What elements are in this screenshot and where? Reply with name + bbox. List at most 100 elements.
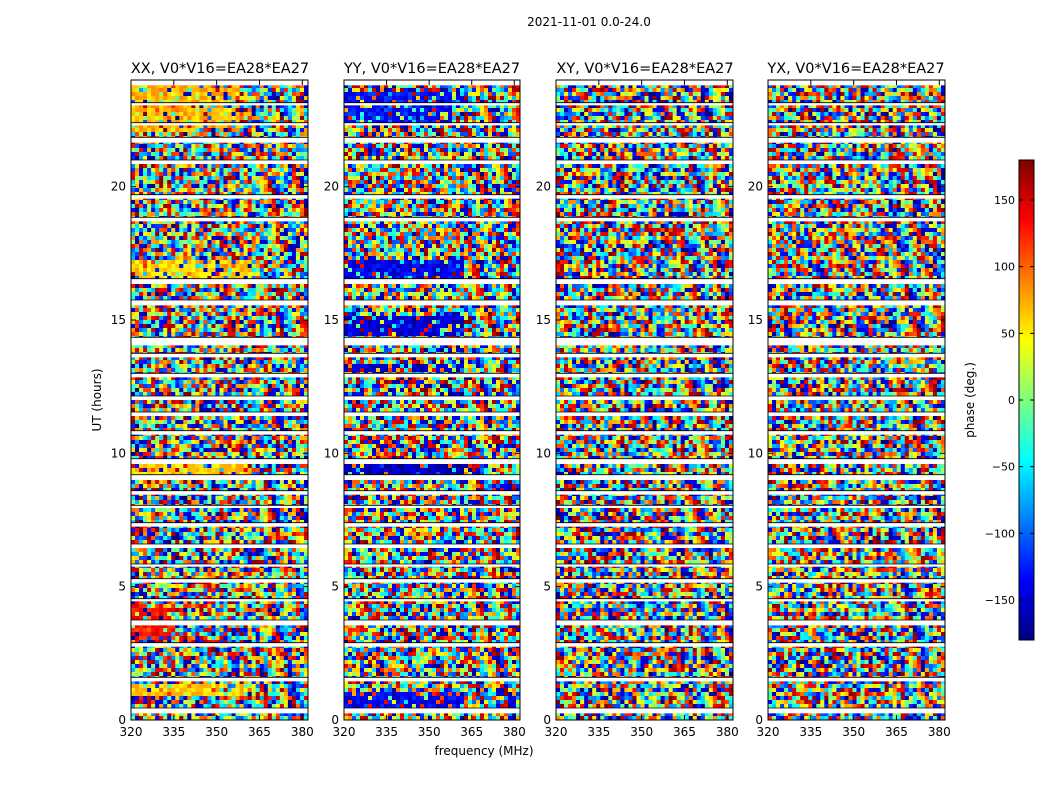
heat-cell [219, 468, 224, 473]
heat-cell [143, 224, 148, 229]
heat-cell [295, 88, 301, 93]
heat-cell [191, 380, 196, 385]
heat-cell [195, 376, 200, 381]
heat-cell [227, 400, 232, 405]
heat-cell [139, 304, 144, 309]
heat-cell [159, 508, 164, 513]
heat-cell [167, 132, 172, 137]
heat-cell [223, 164, 228, 169]
heat-cell [195, 100, 200, 105]
heat-cell [231, 368, 236, 373]
heat-cell [139, 448, 144, 453]
heat-cell [247, 256, 253, 261]
heat-cell [283, 112, 289, 117]
heat-cell [203, 424, 208, 429]
heat-cell [223, 444, 228, 449]
heat-cell [275, 172, 281, 177]
heat-cell [227, 148, 232, 153]
heat-cell [291, 440, 297, 445]
heat-cell [203, 500, 208, 505]
heat-cell [263, 236, 269, 241]
heat-cell [283, 528, 289, 533]
heat-cell [235, 452, 240, 457]
heat-cell [199, 168, 204, 173]
heat-cell [219, 356, 224, 361]
heat-cell [155, 192, 160, 197]
heat-cell [183, 260, 188, 265]
heat-cell [191, 328, 196, 333]
heat-cell [131, 272, 136, 277]
heat-cell [219, 376, 224, 381]
heat-cell [211, 404, 216, 409]
heat-cell [207, 88, 212, 93]
heat-cell [207, 244, 212, 249]
heat-cell [199, 228, 204, 233]
heat-cell [287, 416, 293, 421]
heat-cell [155, 128, 160, 133]
heat-cell [251, 392, 257, 397]
heat-cell [283, 472, 289, 477]
heat-cell [247, 240, 253, 245]
heat-cell [191, 252, 196, 257]
heat-cell [199, 272, 204, 277]
heat-cell [167, 204, 172, 209]
heat-cell [163, 348, 168, 353]
heat-cell [275, 92, 281, 97]
heat-cell [171, 304, 176, 309]
heat-cell [239, 380, 244, 385]
heat-cell [271, 132, 277, 137]
heat-cell [247, 144, 253, 149]
heat-cell [219, 508, 224, 513]
heat-cell [211, 184, 216, 189]
heat-cell [219, 292, 224, 297]
heat-cell [147, 512, 152, 517]
heat-cell [231, 500, 236, 505]
heat-cell [135, 108, 140, 113]
heat-cell [227, 512, 232, 517]
heat-cell [255, 512, 261, 517]
heat-cell [207, 376, 212, 381]
heat-cell [259, 164, 265, 169]
heat-cell [187, 500, 192, 505]
heat-cell [291, 452, 297, 457]
heat-cell [235, 104, 240, 109]
heat-cell [207, 296, 212, 301]
heat-cell [183, 104, 188, 109]
heat-cell [203, 528, 208, 533]
heat-cell [263, 132, 269, 137]
heat-cell [187, 264, 192, 269]
heat-cell [255, 212, 261, 217]
heat-cell [283, 376, 289, 381]
heat-cell [255, 376, 261, 381]
heat-cell [151, 124, 156, 129]
heat-cell [155, 108, 160, 113]
heat-cell [239, 188, 244, 193]
heat-cell [147, 152, 152, 157]
heat-cell [283, 348, 289, 353]
heat-cell [247, 180, 253, 185]
heat-cell [223, 148, 228, 153]
heat-cell [211, 332, 216, 337]
heat-cell [207, 232, 212, 237]
heat-cell [167, 112, 172, 117]
heat-cell [211, 424, 216, 429]
heat-cell [211, 112, 216, 117]
heat-cell [151, 112, 156, 117]
heat-cell [247, 516, 253, 521]
heat-cell [291, 360, 297, 365]
heat-cell [199, 92, 204, 97]
heat-cell [303, 468, 309, 473]
heat-cell [163, 532, 168, 537]
heat-cell [299, 152, 305, 157]
heat-cell [131, 284, 136, 289]
heat-cell [223, 180, 228, 185]
heat-cell [259, 292, 265, 297]
heat-cell [251, 380, 257, 385]
heat-cell [207, 104, 212, 109]
heat-cell [159, 184, 164, 189]
heat-cell [283, 508, 289, 513]
heat-cell [287, 128, 293, 133]
heat-cell [163, 252, 168, 257]
heat-cell [295, 436, 301, 441]
heat-cell [211, 484, 216, 489]
